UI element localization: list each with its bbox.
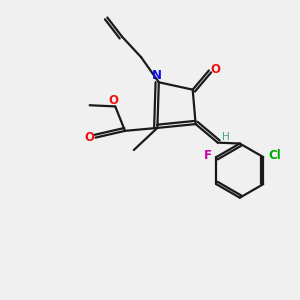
Text: F: F: [204, 149, 212, 162]
Text: N: N: [152, 69, 162, 82]
Text: H: H: [221, 132, 229, 142]
Text: O: O: [109, 94, 119, 107]
Text: Cl: Cl: [268, 149, 281, 162]
Text: O: O: [210, 62, 220, 76]
Text: O: O: [84, 131, 94, 144]
